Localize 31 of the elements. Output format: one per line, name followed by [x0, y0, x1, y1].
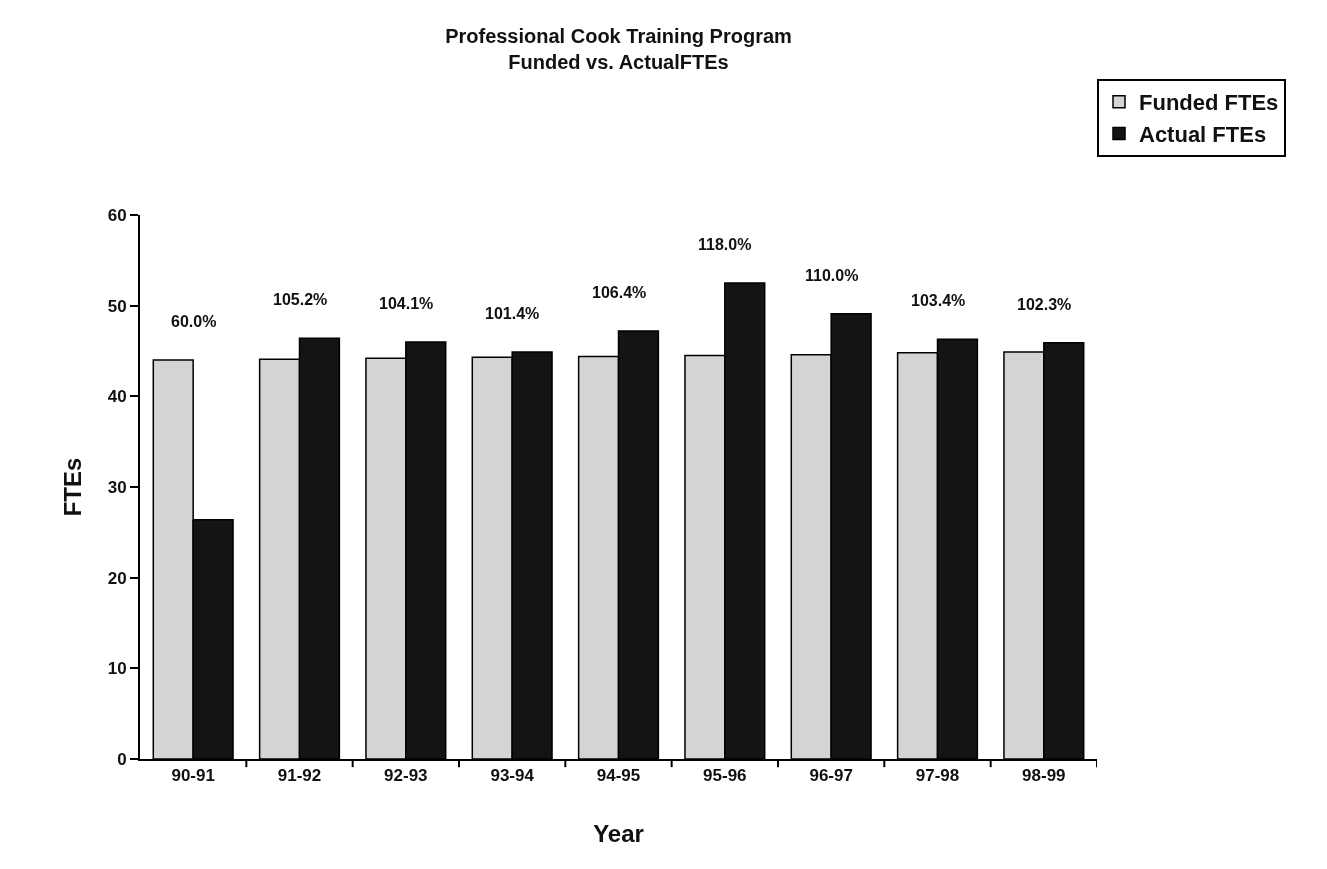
annotation: 106.4% — [592, 284, 647, 301]
annotation: 104.1% — [379, 295, 434, 312]
annotation: 60.0% — [171, 313, 217, 330]
y-tick-label: 40 — [107, 387, 127, 407]
x-axis-title: Year — [593, 820, 644, 847]
x-tick-label: 92-93 — [384, 766, 428, 786]
legend-label: Actual FTEs — [1139, 121, 1267, 147]
chart-title: Professional Cook Training Program — [445, 25, 792, 48]
x-tick-label: 97-98 — [915, 766, 960, 786]
x-tick-label: 90-91 — [171, 766, 215, 786]
y-axis-title: FTEs — [59, 457, 86, 517]
chart-subtitle: Funded vs. ActualFTEs — [508, 51, 729, 74]
y-tick-label: 50 — [107, 296, 127, 316]
annotation: 101.4% — [485, 305, 540, 322]
y-tick-label: 10 — [107, 659, 127, 679]
legend-label: Funded FTEs — [1139, 90, 1279, 116]
annotation: 103.4% — [911, 292, 966, 309]
annotation: 105.2% — [273, 291, 328, 308]
x-tick-label: 93-94 — [490, 766, 535, 786]
x-tick-label: 95-96 — [703, 766, 747, 786]
annotation: 102.3% — [1017, 296, 1072, 313]
y-tick-label: 20 — [107, 568, 127, 588]
x-tick-label: 94-95 — [596, 766, 641, 786]
annotation: 110.0% — [805, 267, 859, 284]
annotation: 118.0% — [698, 236, 752, 253]
x-tick-label: 98-99 — [1022, 766, 1066, 786]
y-tick-label: 0 — [117, 749, 127, 769]
x-tick-label: 91-92 — [277, 766, 322, 786]
y-tick-label: 60 — [107, 205, 127, 225]
y-tick-label: 30 — [107, 477, 127, 497]
x-tick-label: 96-97 — [809, 766, 853, 786]
